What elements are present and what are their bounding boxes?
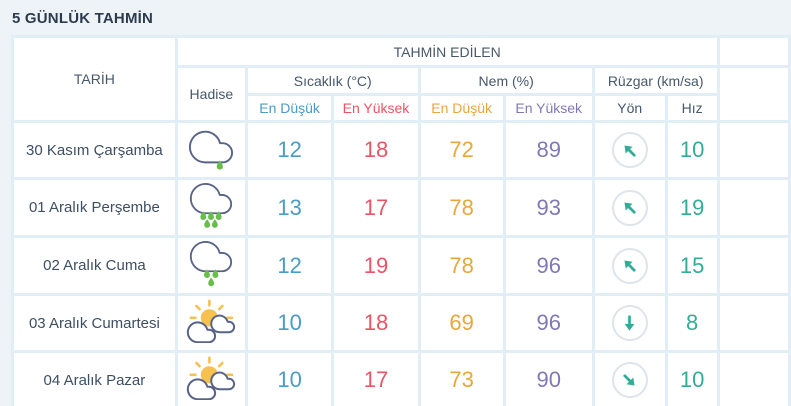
forecast-table: TARİH TAHMİN EDİLEN Hadise Sıcaklık (°C)… xyxy=(11,35,791,406)
humidity-min-cell: 78 xyxy=(420,238,503,293)
wind-direction-indicator xyxy=(611,132,648,168)
forecast-table-wrap: TARİH TAHMİN EDİLEN Hadise Sıcaklık (°C)… xyxy=(11,35,791,406)
temp-min-cell: 12 xyxy=(247,238,332,293)
column-header-temp-max: En Yüksek xyxy=(334,96,418,120)
date-cell: 03 Aralık Cumartesi xyxy=(14,296,175,350)
humidity-max-cell: 96 xyxy=(505,238,592,293)
temp-max-cell: 17 xyxy=(334,353,418,406)
condition-cell xyxy=(177,353,245,406)
column-header-condition: Hadise xyxy=(177,68,245,120)
temp-min-cell: 10 xyxy=(247,296,332,350)
date-cell: 01 Aralık Perşembe xyxy=(14,180,175,235)
wind-arrow-icon xyxy=(620,314,639,333)
condition-cell xyxy=(177,180,245,235)
date-cell: 30 Kasım Çarşamba xyxy=(14,123,175,177)
weather-condition-icon xyxy=(185,356,237,400)
temp-min-cell: 12 xyxy=(247,123,332,177)
humidity-max-cell: 93 xyxy=(505,180,592,235)
weather-condition-icon xyxy=(189,238,233,288)
column-header-humidity-max: En Yüksek xyxy=(505,96,592,120)
humidity-max-cell: 96 xyxy=(505,296,592,350)
column-header-temp-min: En Düşük xyxy=(247,96,332,120)
column-header-humidity-min: En Düşük xyxy=(420,96,503,120)
column-group-humidity: Nem (%) xyxy=(420,68,592,93)
wind-direction-indicator xyxy=(611,189,648,226)
weather-condition-icon xyxy=(188,124,234,172)
weather-condition-icon xyxy=(185,299,237,343)
clipped-column-cell xyxy=(719,238,788,293)
wind-direction-cell xyxy=(594,123,665,177)
wind-arrow-icon xyxy=(620,256,639,275)
temp-min-cell: 13 xyxy=(247,180,332,235)
humidity-min-cell: 69 xyxy=(420,296,503,350)
clipped-column-cell xyxy=(719,296,788,350)
temp-max-cell: 19 xyxy=(334,238,418,293)
forecast-row: 02 Aralık Cuma 12 19 78 96 15 xyxy=(14,238,788,293)
wind-direction-cell xyxy=(594,238,665,293)
wind-direction-indicator xyxy=(611,247,648,284)
wind-direction-cell xyxy=(594,296,665,350)
wind-arrow-icon xyxy=(620,371,639,390)
temp-max-cell: 18 xyxy=(334,296,418,350)
weather-condition-icon xyxy=(189,180,233,230)
wind-direction-indicator xyxy=(611,362,648,398)
wind-arrow-icon xyxy=(620,141,639,160)
temp-max-cell: 17 xyxy=(334,180,418,235)
column-group-temperature: Sıcaklık (°C) xyxy=(247,68,418,93)
forecast-row: 01 Aralık Perşembe 13 17 78 93 19 xyxy=(14,180,788,235)
forecast-row: 04 Aralık Pazar 10 17 73 90 10 xyxy=(14,353,788,406)
wind-speed-cell: 10 xyxy=(667,123,717,177)
wind-speed-cell: 8 xyxy=(667,296,717,350)
forecast-row: 03 Aralık Cumartesi 10 18 69 96 8 xyxy=(14,296,788,350)
temp-max-cell: 18 xyxy=(334,123,418,177)
humidity-max-cell: 89 xyxy=(505,123,592,177)
clipped-column-cell xyxy=(719,180,788,235)
condition-cell xyxy=(177,296,245,350)
date-cell: 02 Aralık Cuma xyxy=(14,238,175,293)
column-header-date: TARİH xyxy=(14,38,175,120)
column-header-wind-direction: Yön xyxy=(594,96,665,120)
clipped-column-header xyxy=(719,38,788,65)
wind-speed-cell: 15 xyxy=(667,238,717,293)
condition-cell xyxy=(177,123,245,177)
wind-speed-cell: 10 xyxy=(667,353,717,406)
date-cell: 04 Aralık Pazar xyxy=(14,353,175,406)
wind-speed-cell: 19 xyxy=(667,180,717,235)
clipped-column-cell xyxy=(719,353,788,406)
forecast-row: 30 Kasım Çarşamba 12 18 72 89 10 xyxy=(14,123,788,177)
clipped-column-header xyxy=(719,68,788,120)
humidity-min-cell: 78 xyxy=(420,180,503,235)
condition-cell xyxy=(177,238,245,293)
column-header-wind-speed: Hız xyxy=(667,96,717,120)
humidity-min-cell: 72 xyxy=(420,123,503,177)
wind-direction-cell xyxy=(594,180,665,235)
column-group-wind: Rüzgar (km/sa) xyxy=(594,68,717,93)
humidity-max-cell: 90 xyxy=(505,353,592,406)
temp-min-cell: 10 xyxy=(247,353,332,406)
clipped-column-cell xyxy=(719,123,788,177)
humidity-min-cell: 73 xyxy=(420,353,503,406)
column-group-predicted: TAHMİN EDİLEN xyxy=(177,38,717,65)
panel-title: 5 GÜNLÜK TAHMİN xyxy=(12,10,154,27)
wind-arrow-icon xyxy=(620,198,639,217)
wind-direction-cell xyxy=(594,353,665,406)
wind-direction-indicator xyxy=(611,305,648,341)
